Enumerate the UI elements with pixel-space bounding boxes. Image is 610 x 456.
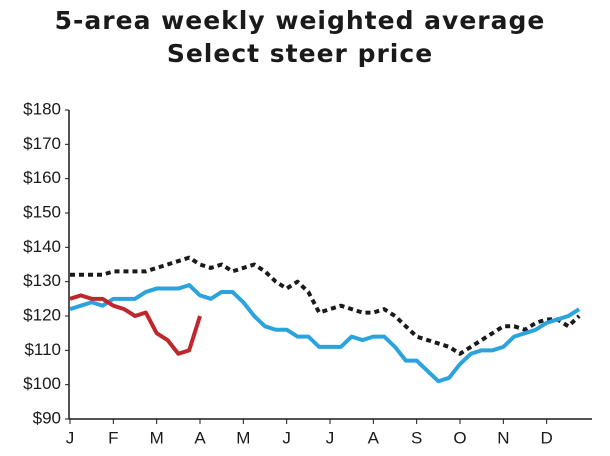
y-tick-label: $150 [23,202,61,221]
series-line [70,255,581,356]
x-tick-label: M [150,428,164,447]
x-tick-label: J [66,428,75,447]
x-tick-label: A [368,428,380,447]
chart-title: Select steer price [167,39,433,68]
series-line [69,293,202,356]
y-tick-label: $110 [24,340,61,359]
y-tick-label: $170 [23,134,61,153]
y-tick-label: $100 [23,374,61,393]
series-line [69,283,581,384]
x-tick-label: N [497,428,509,447]
x-tick-label: S [411,428,422,447]
chart-title: 5-area weekly weighted average [55,6,546,35]
x-tick-label: O [453,428,466,447]
y-tick-label: $160 [23,168,61,187]
y-tick-label: $90 [33,408,61,427]
x-tick-label: D [541,428,553,447]
y-tick-label: $130 [23,271,61,290]
x-tick-label: J [282,428,291,447]
y-tick-label: $120 [23,305,61,324]
y-tick-label: $140 [23,237,61,256]
x-tick-label: J [326,428,335,447]
x-tick-label: F [108,428,118,447]
x-tick-label: A [194,428,206,447]
y-tick-label: $180 [23,99,61,118]
x-tick-label: M [236,428,250,447]
